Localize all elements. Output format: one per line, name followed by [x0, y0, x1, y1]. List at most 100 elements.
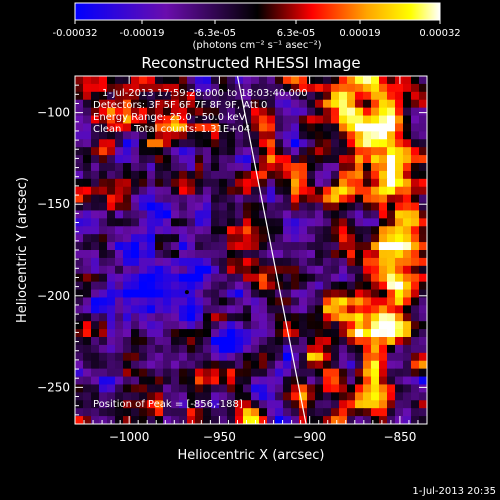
- heatmap-cell: [267, 313, 276, 322]
- heatmap-cell: [395, 226, 404, 235]
- heatmap-cell: [307, 257, 316, 267]
- heatmap-cell: [355, 297, 364, 306]
- heatmap-cell: [219, 416, 228, 424]
- heatmap-cell: [123, 210, 132, 219]
- heatmap-cell: [275, 337, 284, 346]
- heatmap-cell: [379, 76, 388, 85]
- heatmap-cell: [379, 202, 388, 212]
- heatmap-cell: [283, 242, 292, 251]
- heatmap-cell: [267, 257, 276, 267]
- heatmap-cell: [395, 115, 404, 125]
- heatmap-cell: [299, 337, 308, 346]
- heatmap-cell: [251, 83, 260, 93]
- heatmap-cell: [371, 83, 380, 93]
- heatmap-cell: [419, 416, 427, 424]
- heatmap-cell: [315, 99, 324, 109]
- heatmap-cell: [403, 194, 412, 204]
- heatmap-cell: [275, 265, 284, 275]
- heatmap-cell: [99, 289, 108, 299]
- heatmap-cell: [219, 305, 228, 314]
- heatmap-cell: [123, 321, 132, 330]
- heatmap-cell: [411, 368, 420, 378]
- heatmap-cell: [171, 155, 180, 164]
- heatmap-cell: [123, 76, 132, 85]
- heatmap-cell: [155, 107, 164, 117]
- heatmap-cell: [155, 368, 164, 378]
- heatmap-cell: [299, 242, 308, 251]
- heatmap-cell: [179, 139, 188, 148]
- heatmap-cell: [299, 147, 308, 156]
- heatmap-cell: [379, 257, 388, 267]
- heatmap-cell: [299, 76, 308, 85]
- heatmap-cell: [155, 194, 164, 204]
- heatmap-cell: [227, 186, 236, 196]
- heatmap-cell: [139, 139, 148, 148]
- heatmap-cell: [139, 242, 148, 251]
- heatmap-cell: [139, 360, 148, 370]
- y-tick-label: −250: [37, 380, 70, 394]
- heatmap-cell: [139, 344, 148, 354]
- heatmap-cell: [115, 186, 124, 196]
- heatmap-cell: [275, 297, 284, 306]
- heatmap-cell: [195, 91, 204, 101]
- heatmap-cell: [371, 186, 380, 196]
- heatmap-cell: [179, 329, 188, 338]
- heatmap-cell: [419, 289, 427, 299]
- heatmap-cell: [323, 194, 332, 204]
- heatmap-cell: [403, 265, 412, 275]
- heatmap-cell: [275, 186, 284, 196]
- heatmap-cell: [147, 194, 156, 204]
- heatmap-cell: [339, 226, 348, 235]
- heatmap-cell: [403, 384, 412, 393]
- heatmap-cell: [403, 170, 412, 180]
- heatmap-cell: [307, 408, 316, 417]
- heatmap-cell: [139, 265, 148, 275]
- heatmap-cell: [227, 305, 236, 314]
- heatmap-cell: [155, 83, 164, 93]
- heatmap-cell: [107, 123, 116, 132]
- heatmap-cell: [379, 250, 388, 259]
- heatmap-cell: [307, 91, 316, 101]
- heatmap-cell: [347, 289, 356, 299]
- heatmap-cell: [315, 210, 324, 219]
- heatmap-cell: [259, 83, 268, 93]
- heatmap-cell: [307, 163, 316, 172]
- heatmap-cell: [195, 76, 204, 85]
- heatmap-cell: [99, 400, 108, 409]
- heatmap-cell: [323, 178, 332, 188]
- heatmap-cell: [363, 250, 372, 259]
- heatmap-cell: [387, 384, 396, 393]
- heatmap-cell: [347, 273, 356, 283]
- heatmap-cell: [315, 139, 324, 148]
- heatmap-cell: [307, 281, 316, 291]
- heatmap-cell: [275, 107, 284, 117]
- heatmap-cell: [211, 76, 220, 85]
- heatmap-cell: [283, 321, 292, 330]
- heatmap-cell: [131, 210, 140, 219]
- heatmap-cell: [211, 242, 220, 251]
- heatmap-cell: [115, 139, 124, 148]
- heatmap-cell: [91, 257, 100, 267]
- heatmap-cell: [75, 186, 84, 196]
- heatmap-cell: [131, 242, 140, 251]
- heatmap-cell: [371, 289, 380, 299]
- heatmap-cell: [283, 91, 292, 101]
- heatmap-cell: [419, 178, 427, 188]
- heatmap-cell: [403, 376, 412, 386]
- heatmap-cell: [267, 178, 276, 188]
- heatmap-cell: [107, 99, 116, 109]
- heatmap-cell: [123, 376, 132, 386]
- heatmap-cell: [331, 202, 340, 212]
- heatmap-cell: [315, 408, 324, 417]
- heatmap-cell: [219, 257, 228, 267]
- heatmap-cell: [115, 352, 124, 362]
- heatmap-cell: [403, 210, 412, 219]
- heatmap-cell: [99, 352, 108, 362]
- heatmap-cell: [75, 360, 84, 370]
- heatmap-cell: [115, 234, 124, 243]
- heatmap-cell: [371, 123, 380, 132]
- heatmap-cell: [155, 123, 164, 132]
- heatmap-cell: [395, 281, 404, 291]
- heatmap-cell: [131, 186, 140, 196]
- heatmap-cell: [387, 107, 396, 117]
